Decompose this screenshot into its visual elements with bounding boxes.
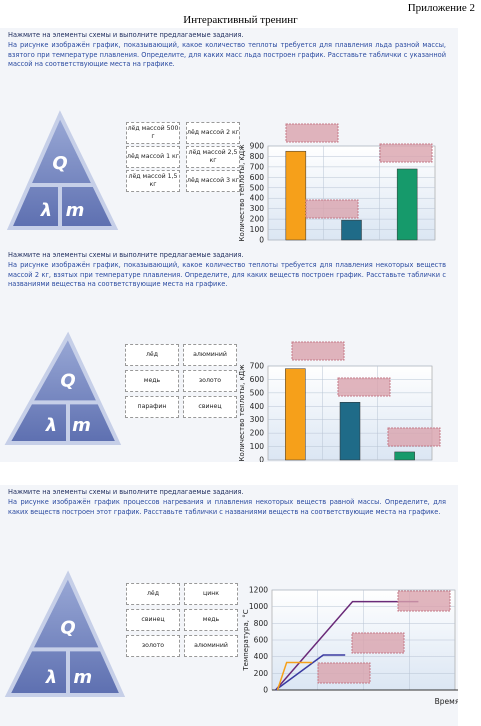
y-tick-label: 900: [250, 142, 265, 151]
drop-target[interactable]: [337, 377, 391, 397]
panel: Нажмите на элементы схемы и выполните пр…: [0, 248, 458, 462]
bar: [394, 451, 415, 461]
card[interactable]: свинец: [126, 609, 180, 631]
y-tick-label: 1000: [249, 602, 268, 611]
drop-target[interactable]: [305, 199, 359, 219]
title: Интерактивный тренинг: [183, 14, 298, 26]
triangle-label[interactable]: m: [73, 667, 92, 688]
card[interactable]: лёд массой 3 кг: [186, 170, 240, 192]
triangle-label[interactable]: λ: [45, 667, 57, 688]
drop-target[interactable]: [285, 123, 339, 143]
bar: [339, 402, 361, 461]
line: [276, 661, 313, 691]
triangle-label[interactable]: m: [66, 200, 85, 221]
task-text: На рисунке изображён график, показывающи…: [8, 41, 446, 68]
card[interactable]: парафин: [125, 396, 179, 418]
instruction: Нажмите на элементы схемы и выполните пр…: [8, 31, 244, 39]
drop-target[interactable]: [291, 341, 345, 361]
triangle: [4, 331, 122, 445]
triangle: [6, 110, 119, 230]
card[interactable]: лёд массой 500 г: [126, 122, 180, 144]
y-tick-label: 400: [250, 194, 265, 203]
y-tick-label: 1200: [249, 586, 268, 595]
y-tick-label: 600: [250, 173, 265, 182]
card[interactable]: золото: [183, 370, 237, 392]
y-tick-label: 100: [250, 442, 265, 451]
triangle-label[interactable]: Q: [60, 617, 75, 638]
drop-target[interactable]: [317, 662, 371, 684]
triangle-label[interactable]: Q: [60, 370, 75, 391]
instruction: Нажмите на элементы схемы и выполните пр…: [8, 488, 244, 496]
drop-target[interactable]: [379, 143, 433, 163]
y-tick-label: 800: [254, 619, 269, 628]
y-tick-label: 0: [259, 236, 264, 245]
y-tick-label: 0: [259, 456, 264, 463]
line: [275, 600, 419, 691]
card[interactable]: свинец: [183, 396, 237, 418]
formula-triangle[interactable]: Qλ m: [4, 570, 126, 697]
triangle-label[interactable]: λ: [45, 415, 57, 436]
x-axis-label: Время: [435, 697, 458, 706]
card[interactable]: лёд: [125, 344, 179, 366]
y-axis-label: Количество теплоты, кДж: [238, 364, 246, 462]
appendix: Приложение 2: [407, 2, 475, 14]
y-tick-label: 400: [250, 402, 265, 411]
instruction: Нажмите на элементы схемы и выполните пр…: [8, 251, 244, 259]
drop-target[interactable]: [397, 590, 451, 612]
drop-target[interactable]: [387, 427, 441, 447]
y-tick-label: 200: [250, 429, 265, 438]
card[interactable]: медь: [125, 370, 179, 392]
panel-graphics: Qλ m 0 100 200 300 400 500 600 700 Количество тепл…: [4, 331, 441, 463]
card[interactable]: лёд: [126, 583, 180, 605]
triangle-label[interactable]: m: [72, 415, 91, 436]
drop-target[interactable]: [351, 632, 405, 654]
y-tick-label: 0: [263, 686, 268, 695]
y-tick-label: 700: [250, 362, 265, 371]
card[interactable]: цинк: [184, 583, 238, 605]
y-tick-label: 700: [250, 162, 265, 171]
formula-triangle[interactable]: Qλ m: [4, 331, 122, 445]
card[interactable]: алюминий: [184, 635, 238, 657]
bar: [285, 368, 306, 461]
triangle-label[interactable]: λ: [40, 200, 52, 221]
y-tick-label: 500: [250, 388, 265, 397]
card[interactable]: золото: [126, 635, 180, 657]
card[interactable]: медь: [184, 609, 238, 631]
y-tick-label: 200: [250, 215, 265, 224]
line: [275, 654, 346, 691]
y-tick-label: 300: [250, 415, 265, 424]
bar: [396, 168, 418, 241]
y-tick-label: 600: [250, 375, 265, 384]
y-axis-label: Температура, °С: [242, 609, 250, 671]
y-tick-label: 800: [250, 152, 265, 161]
card[interactable]: лёд массой 2 кг: [186, 122, 240, 144]
triangle: [4, 570, 126, 697]
panel: Нажмите на элементы схемы и выполните пр…: [0, 28, 458, 248]
bar: [341, 219, 362, 241]
y-tick-label: 100: [250, 225, 265, 234]
bar: [285, 150, 307, 241]
y-axis-label: Количество теплоты, кДж: [238, 144, 246, 242]
card[interactable]: лёд массой 2,5 кг: [186, 146, 240, 168]
triangle-label[interactable]: Q: [52, 153, 67, 174]
panel-graphics: Qλ m 0 200 400 600 800 1000 1200 Температура, °С В…: [4, 570, 458, 706]
task-text: На рисунке изображён график процессов на…: [8, 498, 446, 516]
y-tick-label: 200: [254, 669, 269, 678]
card[interactable]: алюминий: [183, 344, 237, 366]
panel: Нажмите на элементы схемы и выполните пр…: [0, 485, 458, 726]
card[interactable]: лёд массой 1,5 кг: [126, 170, 180, 192]
task-text: На рисунке изображён график, показывающи…: [8, 261, 446, 288]
card[interactable]: лёд массой 1 кг: [126, 146, 180, 168]
formula-triangle[interactable]: Qλ m: [6, 110, 119, 230]
y-tick-label: 300: [250, 204, 265, 213]
y-tick-label: 600: [254, 636, 269, 645]
y-tick-label: 400: [254, 652, 269, 661]
y-tick-label: 500: [250, 183, 265, 192]
